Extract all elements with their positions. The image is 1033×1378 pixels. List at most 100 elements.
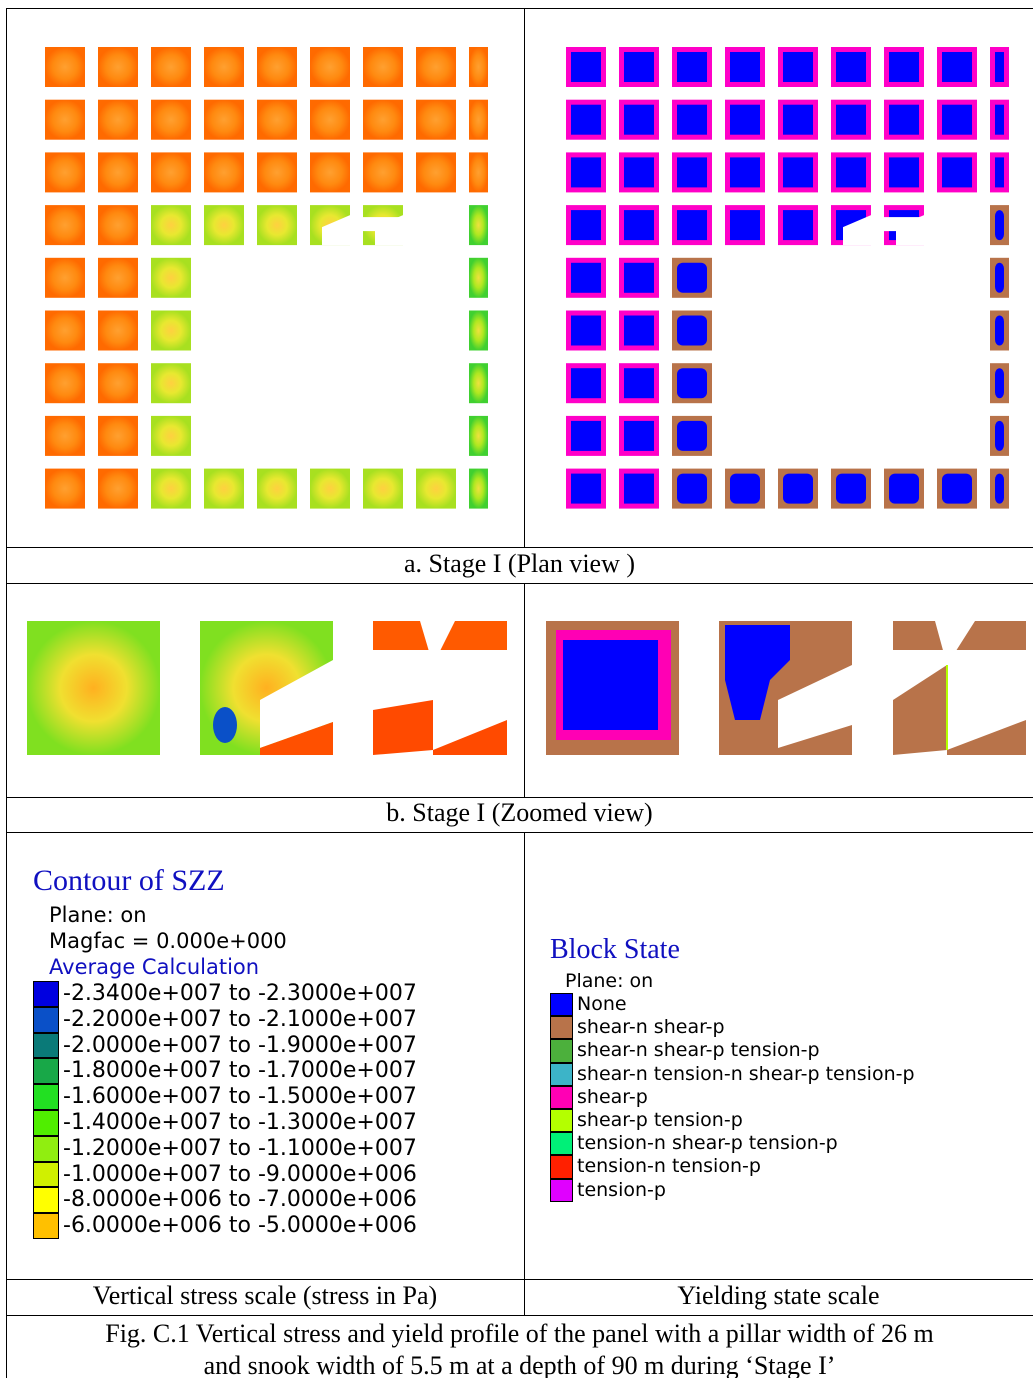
pillar bbox=[677, 210, 707, 241]
legend-swatch bbox=[33, 1161, 59, 1188]
pillar bbox=[204, 99, 244, 140]
pillar bbox=[151, 152, 191, 193]
pillar bbox=[995, 473, 1004, 504]
legend-swatch bbox=[550, 1178, 573, 1202]
pillar bbox=[571, 315, 601, 346]
pillar bbox=[322, 215, 350, 246]
pillar bbox=[677, 157, 707, 188]
pillar bbox=[151, 363, 191, 404]
pillar bbox=[204, 152, 244, 193]
pillar bbox=[45, 205, 85, 246]
zoomed-view bbox=[27, 621, 1026, 755]
legend-label: tension-p bbox=[577, 1178, 666, 1201]
pillar bbox=[98, 310, 138, 351]
pillar bbox=[624, 52, 654, 82]
pillar bbox=[204, 47, 244, 87]
pillar bbox=[677, 52, 707, 82]
caption-line: Fig. C.1 Vertical stress and yield profi… bbox=[105, 1319, 934, 1348]
pillar bbox=[677, 420, 707, 451]
pillar bbox=[469, 257, 488, 298]
pillar bbox=[151, 47, 191, 87]
legend-label: shear-n tension-n shear-p tension-p bbox=[577, 1062, 915, 1085]
pillar bbox=[45, 363, 85, 404]
plan-caption: a. Stage I (Plan view ) bbox=[403, 549, 636, 578]
pillar bbox=[98, 205, 138, 246]
pillar bbox=[469, 310, 488, 351]
pillar bbox=[995, 157, 1004, 188]
pillar bbox=[310, 47, 350, 87]
legend-label: None bbox=[577, 993, 627, 1015]
legend-label: -1.0000e+007 to -9.0000e+006 bbox=[63, 1161, 417, 1187]
legend-label: -2.3400e+007 to -2.3000e+007 bbox=[63, 981, 417, 1006]
pillar bbox=[783, 52, 813, 82]
pillar bbox=[257, 152, 297, 193]
figure-caption: Fig. C.1 Vertical stress and yield profi… bbox=[6, 1318, 1033, 1378]
legend-label: -1.6000e+007 to -1.5000e+007 bbox=[63, 1084, 417, 1110]
pillar bbox=[677, 262, 707, 293]
pillar bbox=[995, 262, 1004, 293]
pillar bbox=[151, 257, 191, 298]
pillar bbox=[995, 104, 1004, 135]
legend-label: -1.4000e+007 to -1.3000e+007 bbox=[63, 1110, 417, 1135]
pillar bbox=[310, 99, 350, 140]
pillar bbox=[571, 157, 601, 188]
legend-swatch bbox=[550, 1109, 573, 1133]
pillar bbox=[836, 52, 866, 82]
pillar bbox=[98, 363, 138, 404]
legend-swatch bbox=[33, 981, 59, 1007]
pillar bbox=[310, 468, 350, 509]
legend-label: -2.2000e+007 to -2.1000e+007 bbox=[63, 1006, 417, 1032]
pillar bbox=[783, 104, 813, 135]
pillar bbox=[624, 368, 654, 399]
pillar bbox=[836, 473, 866, 504]
pillar bbox=[204, 205, 244, 246]
pillar bbox=[995, 420, 1004, 451]
legend-line: Plane: on bbox=[565, 970, 654, 992]
pillar bbox=[469, 205, 488, 246]
pillar bbox=[416, 152, 456, 193]
pillar bbox=[363, 468, 403, 509]
legend-label: -6.0000e+006 to -5.0000e+006 bbox=[63, 1213, 417, 1239]
pillar bbox=[730, 473, 760, 504]
pillar bbox=[677, 368, 707, 399]
legend-label: shear-n shear-p tension-p bbox=[577, 1039, 820, 1062]
pillar bbox=[624, 315, 654, 346]
pillar bbox=[151, 310, 191, 351]
pillar bbox=[730, 210, 760, 241]
pillar bbox=[98, 257, 138, 298]
block-title: Block State bbox=[550, 934, 680, 965]
pillar bbox=[677, 473, 707, 504]
contour-title: Contour of SZZ bbox=[33, 864, 225, 897]
pillar bbox=[571, 52, 601, 82]
pillar bbox=[889, 473, 919, 504]
caption-line: and snook width of 5.5 m at a depth of 9… bbox=[203, 1351, 836, 1378]
pillar bbox=[98, 47, 138, 87]
pillar bbox=[836, 104, 866, 135]
pillar bbox=[571, 473, 601, 504]
legend-swatch bbox=[550, 1085, 573, 1109]
pillar bbox=[730, 157, 760, 188]
pillar bbox=[45, 99, 85, 140]
pillar bbox=[416, 99, 456, 140]
pillar bbox=[204, 468, 244, 509]
pillar bbox=[884, 217, 924, 232]
pillar bbox=[98, 152, 138, 193]
pillar bbox=[45, 257, 85, 298]
legend-label: tension-n tension-p bbox=[577, 1155, 761, 1178]
legend-swatch bbox=[33, 1135, 59, 1162]
pillar bbox=[310, 152, 350, 193]
pillar bbox=[469, 468, 488, 509]
legend-label: shear-p bbox=[577, 1085, 648, 1108]
legend-label: -2.0000e+007 to -1.9000e+007 bbox=[63, 1032, 417, 1058]
pillar bbox=[45, 152, 85, 193]
pillar bbox=[571, 262, 601, 293]
pillar bbox=[416, 468, 456, 509]
pillar bbox=[469, 415, 488, 456]
stress-scale-caption: Vertical stress scale (stress in Pa) bbox=[92, 1281, 438, 1310]
pillar bbox=[363, 47, 403, 87]
legend-label: tension-n shear-p tension-p bbox=[577, 1132, 838, 1155]
legend-swatch bbox=[33, 1110, 59, 1136]
pillar bbox=[624, 157, 654, 188]
pillar bbox=[942, 52, 972, 82]
